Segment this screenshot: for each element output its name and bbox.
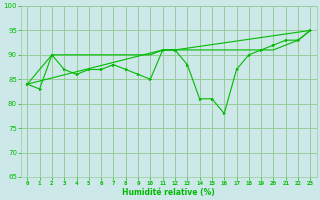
X-axis label: Humidité relative (%): Humidité relative (%)	[123, 188, 215, 197]
